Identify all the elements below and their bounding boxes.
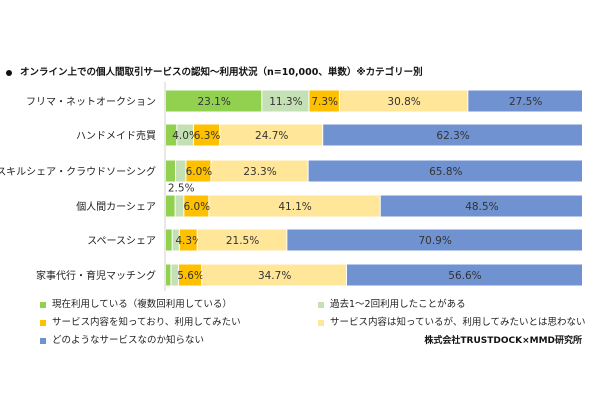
bar-segment — [209, 195, 380, 217]
bar-segment — [178, 264, 202, 286]
bar-segment — [309, 90, 339, 112]
bar-segment — [197, 229, 287, 251]
data-label: 6.3% — [194, 130, 221, 142]
legend-swatch — [318, 301, 324, 308]
category-label: スキルシェア・クラウドソーシング — [0, 165, 156, 178]
legend-swatch — [40, 319, 46, 326]
bar-segment — [184, 195, 209, 217]
data-label: 6.0% — [186, 166, 213, 178]
data-label: 7.3% — [311, 96, 338, 108]
bar-segment — [308, 160, 582, 182]
data-label: 34.7% — [258, 270, 291, 282]
legend-label: サービス内容を知っており、利用してみたい — [52, 317, 241, 328]
bar-segment — [468, 90, 582, 112]
legend-label: サービス内容は知っているが、利用してみたいとは思わない — [330, 317, 586, 328]
bar-segment — [175, 195, 184, 217]
bullet-icon — [6, 69, 12, 76]
bar-segment — [166, 124, 177, 146]
chart-plot: フリマ・ネットオークション 23.1% 11.3% 7.3% 30.8% 27.5% ハンド… — [0, 82, 582, 291]
bar-segment — [202, 264, 346, 286]
data-label: 30.8% — [387, 96, 420, 108]
data-label: 62.3% — [436, 130, 469, 142]
bar-segment — [179, 229, 197, 251]
bar-segment — [171, 264, 178, 286]
bar-segment — [166, 90, 262, 112]
credit: 株式会社TRUSTDOCK×MMD研究所 — [424, 336, 582, 346]
legend-swatch — [40, 337, 46, 344]
bar-segment — [287, 229, 582, 251]
bar-segment — [186, 160, 211, 182]
bar-segment — [339, 90, 468, 112]
data-label: 4.3% — [175, 235, 202, 247]
legend-item: サービス内容は知っているが、利用してみたいとは思わない — [318, 314, 586, 328]
bar-segment — [220, 124, 323, 146]
bar-segment — [380, 195, 582, 217]
legend-label: 過去1～2回利用したことがある — [330, 299, 466, 310]
bar-segment — [346, 264, 582, 286]
bar-segment — [166, 160, 176, 182]
data-label: 5.6% — [177, 270, 204, 282]
data-label: 11.3% — [269, 96, 302, 108]
data-label: 48.5% — [465, 201, 498, 213]
chart-title: オンライン上での個人間取引サービスの認知～利用状況（n=10,000、単数）※カ… — [20, 67, 423, 78]
bar-segment — [172, 229, 179, 251]
category-label: 個人間カーシェア — [76, 200, 156, 213]
bar-segment — [193, 124, 220, 146]
category-label: ハンドメイド売買 — [76, 129, 156, 142]
data-label: 2.5% — [168, 183, 195, 195]
legend-swatch — [318, 319, 324, 326]
legend-swatch — [40, 301, 46, 308]
data-label: 23.1% — [197, 96, 230, 108]
data-label: 23.3% — [243, 166, 276, 178]
category-label: スペースシェア — [87, 236, 156, 247]
legend-item: どのようなサービスなのか知らない — [40, 332, 204, 346]
category-label: フリマ・ネットオークション — [26, 96, 156, 108]
legend-item: 過去1～2回利用したことがある — [318, 296, 466, 310]
bar-segment — [323, 124, 582, 146]
data-label: 41.1% — [278, 201, 311, 213]
data-label: 70.9% — [418, 235, 451, 247]
bar-segment — [166, 264, 171, 286]
data-label: 21.5% — [226, 235, 259, 247]
data-label: 65.8% — [429, 166, 462, 178]
chart-title-wrap: オンライン上での個人間取引サービスの認知～利用状況（n=10,000、単数）※カ… — [6, 64, 423, 78]
bar-segment — [211, 160, 308, 182]
legend-item: サービス内容を知っており、利用してみたい — [40, 314, 241, 328]
data-label: 4.0% — [172, 130, 199, 142]
data-label: 27.5% — [509, 96, 542, 108]
legend-label: 現在利用している（複数回利用している） — [52, 299, 232, 310]
legend-item: 現在利用している（複数回利用している） — [40, 296, 232, 310]
bar-segment — [166, 195, 175, 217]
data-label: 24.7% — [255, 130, 288, 142]
bar-segment — [177, 124, 193, 146]
legend-label: どのようなサービスなのか知らない — [52, 335, 205, 346]
data-label: 6.0% — [184, 201, 211, 213]
bar-segment — [262, 90, 309, 112]
category-label: 家事代行・育児マッチング — [36, 269, 156, 282]
bar-segment — [176, 160, 186, 182]
bar-segment — [166, 229, 172, 251]
data-label: 56.6% — [448, 270, 481, 282]
